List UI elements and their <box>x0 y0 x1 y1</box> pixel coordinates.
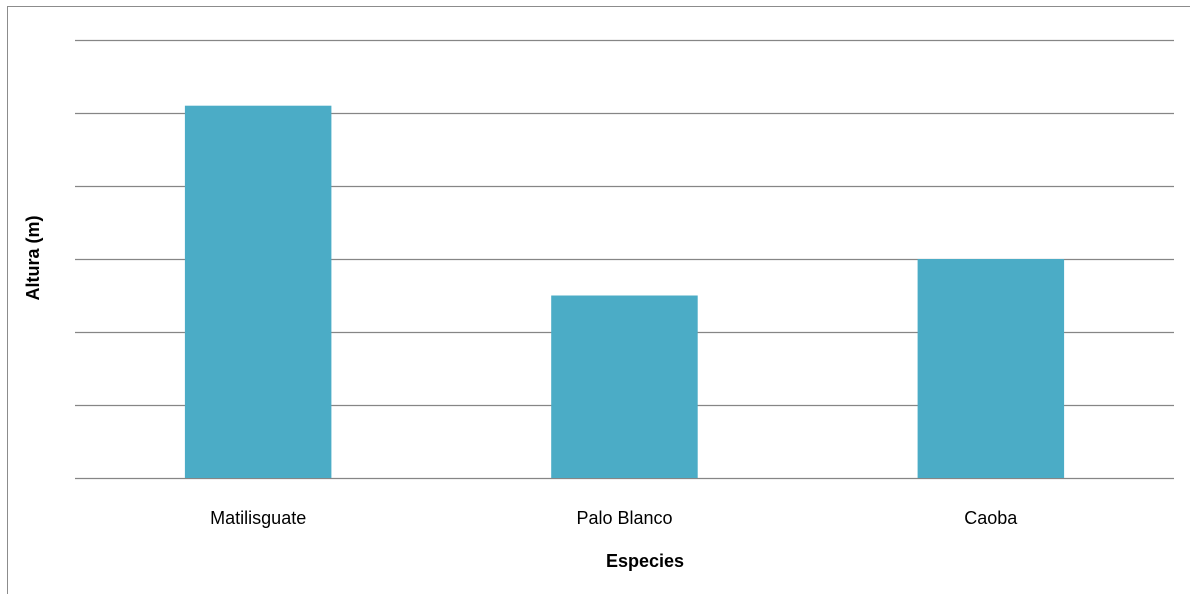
bars <box>184 105 1065 478</box>
bar-matilisguate <box>184 105 332 478</box>
category-label: Matilisguate <box>210 508 306 528</box>
y-axis-title: Altura (m) <box>23 215 43 300</box>
category-labels: Matilisguate Palo Blanco Caoba <box>210 508 1018 528</box>
category-label: Palo Blanco <box>576 508 672 528</box>
bar-caoba <box>917 259 1065 478</box>
bar-palo-blanco <box>551 295 698 478</box>
category-label: Caoba <box>964 508 1018 528</box>
x-axis-title: Especies <box>606 551 684 571</box>
